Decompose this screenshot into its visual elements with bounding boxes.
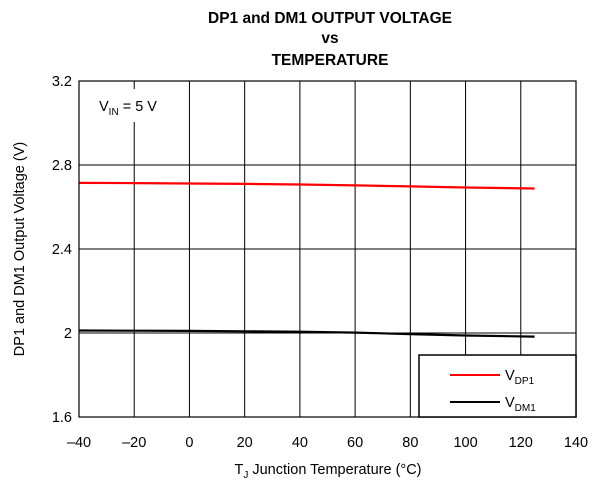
legend-label-vdp1-prefix: V bbox=[505, 368, 515, 384]
legend-box bbox=[418, 354, 577, 418]
x-tick-label: 40 bbox=[292, 435, 308, 451]
y-tick-label: 3.2 bbox=[52, 74, 72, 90]
x-tick-label: 60 bbox=[347, 435, 363, 451]
annotation-vin: VIN = 5 V bbox=[99, 99, 157, 118]
chart-title-line-1: DP1 and DM1 OUTPUT VOLTAGE bbox=[208, 10, 452, 27]
chart-title: DP1 and DM1 OUTPUT VOLTAGE vs TEMPERATUR… bbox=[208, 10, 452, 69]
y-axis-label: DP1 and DM1 Output Voltage (V) bbox=[12, 142, 28, 356]
series-layer bbox=[78, 181, 535, 338]
y-tick-label: 2.8 bbox=[52, 158, 72, 174]
y-tick-label: 1.6 bbox=[52, 410, 72, 426]
legend-label-vdm1: VDM1 bbox=[505, 395, 536, 414]
x-tick-label: –20 bbox=[122, 435, 146, 451]
x-tick-labels: –40 –20 0 20 40 60 80 100 120 140 bbox=[67, 435, 588, 451]
x-axis-label-suffix: Junction Temperature (°C) bbox=[248, 462, 421, 478]
x-tick-label: 140 bbox=[564, 435, 588, 451]
x-tick-label: –40 bbox=[67, 435, 91, 451]
x-axis-label-prefix: T bbox=[234, 462, 243, 478]
annotation-prefix: V bbox=[99, 99, 109, 115]
legend: VDP1 VDM1 bbox=[418, 354, 577, 418]
x-tick-label: 20 bbox=[237, 435, 253, 451]
plot-frame bbox=[78, 80, 577, 418]
y-tick-labels: 1.6 2 2.4 2.8 3.2 bbox=[52, 74, 72, 426]
y-tick-label: 2.4 bbox=[52, 242, 72, 258]
x-axis-label-subscript: J bbox=[243, 470, 248, 481]
legend-label-vdm1-prefix: V bbox=[505, 395, 515, 411]
chart-title-line-2: vs bbox=[321, 30, 338, 47]
annotation-subscript: IN bbox=[109, 107, 119, 118]
x-axis-label: TJ Junction Temperature (°C) bbox=[234, 462, 421, 481]
legend-label-vdp1-subscript: DP1 bbox=[515, 376, 535, 387]
y-tick-label: 2 bbox=[64, 326, 72, 342]
x-tick-label: 120 bbox=[509, 435, 533, 451]
series-line-vdm1 bbox=[78, 329, 535, 338]
annotation-background bbox=[92, 89, 188, 122]
legend-label-vdp1: VDP1 bbox=[505, 368, 535, 387]
x-tick-label: 0 bbox=[185, 435, 193, 451]
chart-title-line-3: TEMPERATURE bbox=[272, 52, 389, 69]
x-tick-label: 100 bbox=[453, 435, 477, 451]
x-tick-label: 80 bbox=[402, 435, 418, 451]
annotation-suffix: = 5 V bbox=[119, 99, 158, 115]
legend-label-vdm1-subscript: DM1 bbox=[515, 403, 537, 414]
series-line-vdp1 bbox=[78, 181, 535, 190]
